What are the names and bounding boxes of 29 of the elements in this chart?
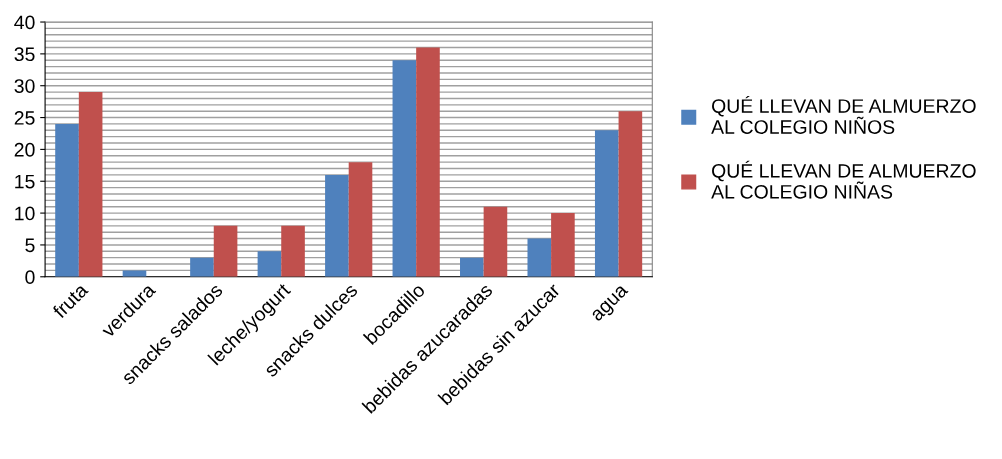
bar: [551, 213, 575, 277]
bar: [483, 206, 508, 277]
bar: [392, 60, 417, 277]
bar: [213, 225, 238, 277]
bar: [281, 225, 305, 277]
x-tick-label: fruta: [51, 281, 89, 320]
y-tick-label: 40: [14, 15, 35, 30]
bar: [190, 257, 214, 277]
bar: [78, 92, 103, 277]
bar: [257, 251, 282, 277]
y-tick-label: 30: [14, 79, 35, 93]
bar: [416, 47, 440, 277]
y-tick-label: 20: [14, 142, 35, 157]
y-tick-label: 25: [14, 111, 35, 125]
y-tick-label: 15: [15, 174, 35, 189]
legend-label: QUÉ LLEVAN DE ALMUERZO AL COLEGIO NIÑOS: [711, 95, 976, 134]
y-tick-label: 0: [25, 270, 35, 285]
bar: [527, 238, 552, 277]
y-tick-label: 5: [25, 238, 35, 253]
bar: [594, 130, 619, 277]
y-tick-label: 35: [14, 47, 35, 62]
bar: [460, 257, 484, 277]
bar: [55, 123, 79, 277]
bar: [122, 270, 147, 277]
legend-label: QUÉ LLEVAN DE ALMUERZO AL COLEGIO NIÑAS: [711, 160, 976, 199]
bar: [348, 162, 373, 277]
y-tick-label: 10: [15, 206, 35, 221]
bar: [325, 174, 349, 277]
bar: [618, 111, 643, 277]
